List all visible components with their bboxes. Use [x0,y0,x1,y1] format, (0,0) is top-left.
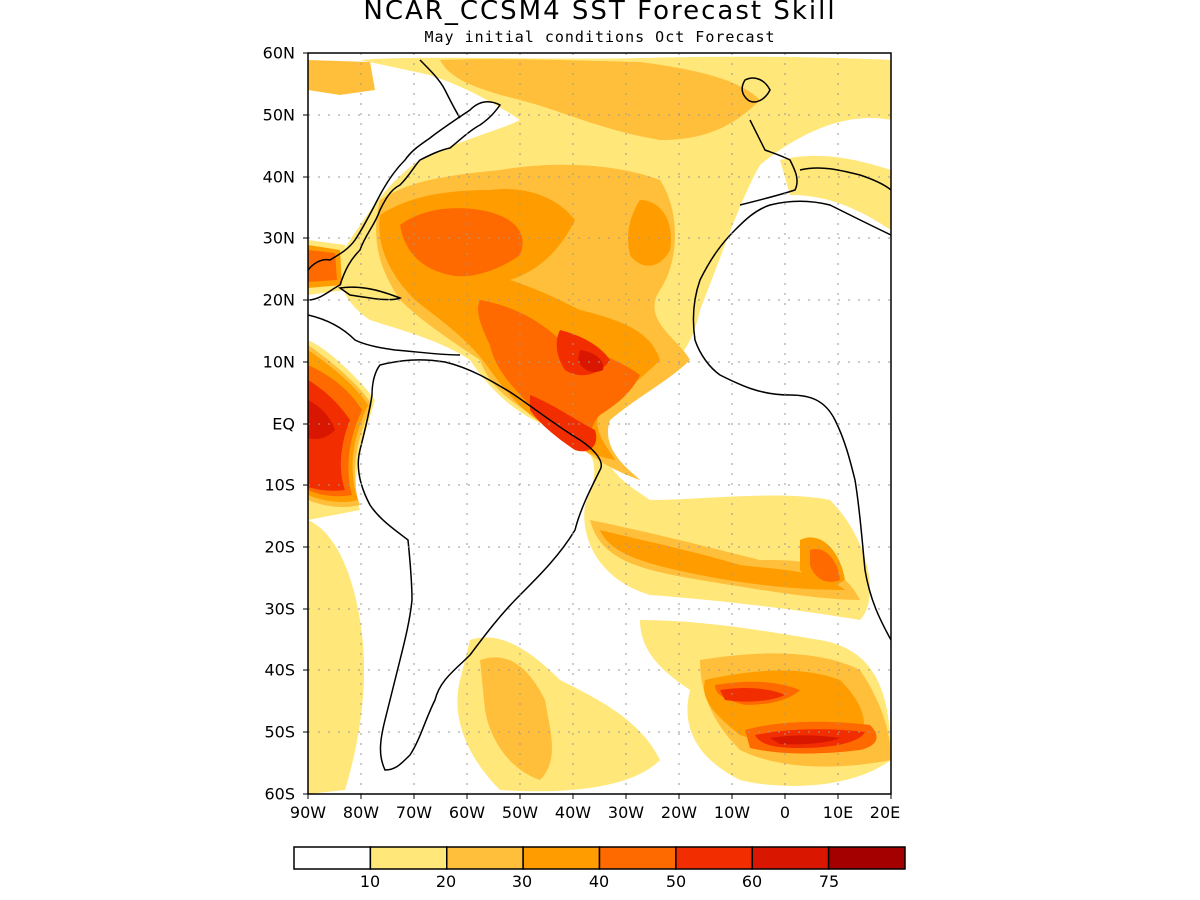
lon-label-20w: 20W [660,803,698,822]
skill-level-60-75 [308,350,840,745]
mediterranean-coast [799,167,891,191]
colorbar-swatch [369,846,448,870]
tick-marks [303,52,892,799]
lat-label-60n: 60N [262,43,295,63]
colorbar-swatch [293,846,372,870]
iberia-coast [739,119,798,206]
lat-label-eq: EQ [272,414,295,434]
lat-label-20n: 20N [262,290,295,310]
lat-label-30s: 30S [264,599,295,619]
colorbar [293,846,906,870]
colorbar-label-20: 20 [435,872,457,891]
cuba-outline [338,286,403,301]
colorbar-label-75: 75 [818,872,840,891]
lon-label-40w: 40W [554,803,592,822]
lat-label-50s: 50S [264,722,295,742]
lat-label-40n: 40N [262,167,295,187]
colorbar-label-40: 40 [588,872,610,891]
lon-label-60w: 60W [448,803,486,822]
south-america-coast [357,359,602,771]
lon-label-70w: 70W [395,803,433,822]
gridlines [308,53,891,794]
north-america-coast [308,100,502,301]
colorbar-swatch [827,846,906,870]
colorbar-label-50: 50 [665,872,687,891]
colorbar-swatch [522,846,601,870]
map-title: NCAR_CCSM4 SST Forecast Skill [363,0,837,26]
lat-label-40s: 40S [264,660,295,680]
lon-label-80w: 80W [342,803,380,822]
colorbar-swatch [751,846,830,870]
lat-label-30n: 30N [262,228,295,248]
lon-label-20e: 20E [869,803,901,822]
coastlines [308,59,891,771]
british-isles [741,77,771,103]
colorbar-label-30: 30 [511,872,533,891]
colorbar-label-10: 10 [359,872,381,891]
caribbean-coast [308,314,461,356]
colorbar-swatch [446,846,524,870]
map-subtitle: May initial conditions Oct Forecast [424,28,776,46]
colorbar-swatch [675,846,753,870]
africa-coast [692,200,891,641]
greenland-labrador [419,59,461,119]
lat-label-50n: 50N [262,105,295,125]
lon-label-0: 0 [779,803,791,822]
lat-label-10s: 10S [264,475,295,495]
colorbar-swatch [598,846,677,870]
lat-label-20s: 20S [264,537,295,557]
lon-label-10w: 10W [713,803,751,822]
lon-label-90w: 90W [289,803,327,822]
lat-label-60s: 60S [264,784,295,804]
skill-field [308,56,891,794]
lat-label-10n: 10N [262,352,295,372]
lon-label-50w: 50W [501,803,539,822]
lon-label-10e: 10E [822,803,854,822]
lon-label-30w: 30W [607,803,645,822]
colorbar-label-60: 60 [741,872,763,891]
